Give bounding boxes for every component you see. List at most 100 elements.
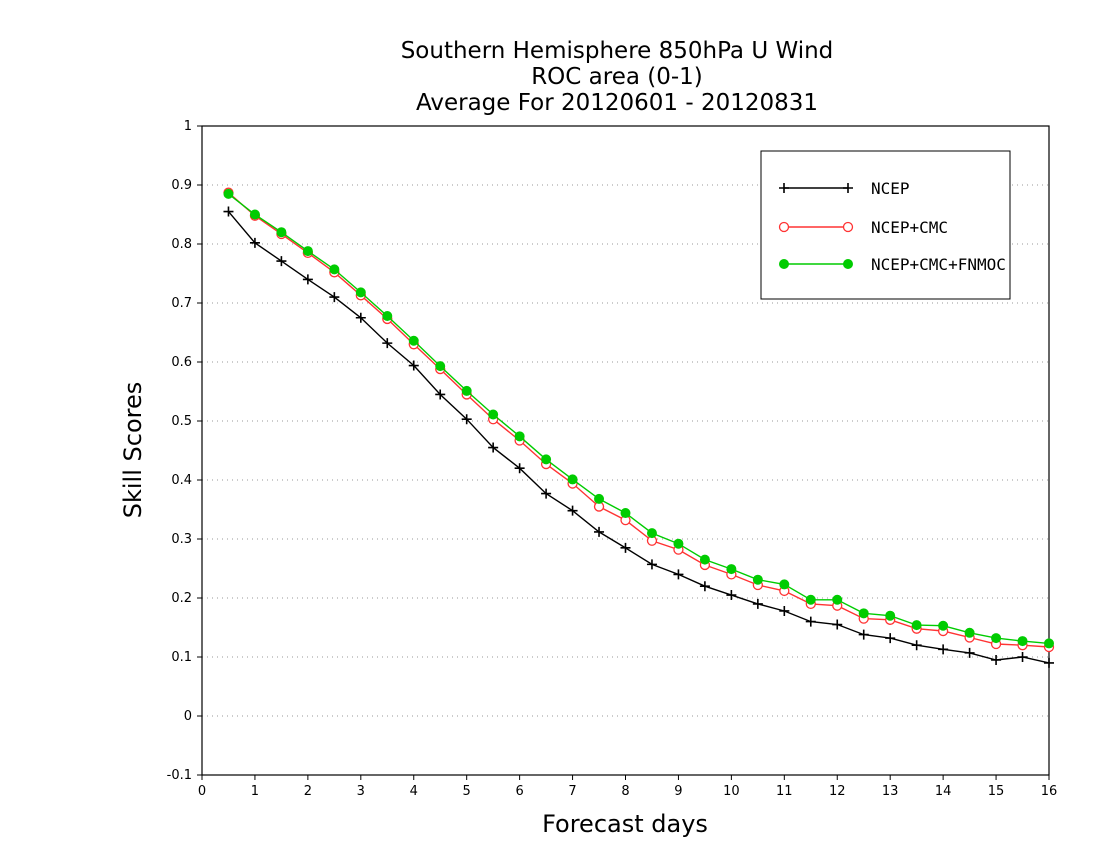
plus-marker — [567, 505, 578, 516]
plus-marker — [779, 183, 789, 193]
filled-circle-marker — [699, 554, 710, 565]
filled-circle-marker — [964, 627, 975, 638]
x-tick-label: 16 — [1041, 784, 1058, 799]
filled-circle-marker — [938, 620, 949, 631]
x-tick-label: 4 — [410, 784, 418, 799]
plus-marker — [1044, 657, 1054, 668]
plus-marker — [249, 237, 260, 248]
legend-item: NCEP — [779, 179, 910, 198]
filled-circle-marker — [355, 287, 366, 298]
plus-marker — [843, 183, 853, 193]
filled-circle-marker — [488, 409, 499, 420]
filled-circle-marker — [752, 574, 763, 585]
legend-item: NCEP+CMC — [778, 218, 948, 237]
x-tick-label: 9 — [674, 784, 682, 799]
x-tick-label: 12 — [829, 784, 846, 799]
legend-label: NCEP — [871, 179, 910, 198]
y-tick-label: 0.6 — [171, 355, 192, 370]
filled-circle-marker — [805, 594, 816, 605]
x-tick-label: 5 — [463, 784, 471, 799]
plus-marker — [276, 256, 287, 267]
plus-marker — [329, 292, 340, 303]
filled-circle-marker — [726, 564, 737, 575]
x-tick-label: 8 — [621, 784, 629, 799]
series-layer — [223, 187, 1055, 668]
plus-marker — [646, 559, 657, 570]
plus-marker — [885, 633, 896, 644]
plus-marker — [514, 463, 525, 474]
filled-circle-marker — [885, 610, 896, 621]
y-tick-label: 0.4 — [171, 473, 192, 488]
filled-circle-marker — [223, 188, 234, 199]
filled-circle-marker — [779, 259, 789, 269]
legend-label: NCEP+CMC+FNMOC — [871, 255, 1006, 274]
plus-marker — [302, 274, 313, 285]
x-tick-label: 6 — [515, 784, 523, 799]
filled-circle-marker — [911, 620, 922, 631]
y-tick-label: -0.1 — [167, 768, 192, 783]
x-tick-label: 7 — [568, 784, 576, 799]
x-tick-label: 3 — [357, 784, 365, 799]
x-axis: 0 1 2 3 4 5 6 7 8 9 10 11 12 13 14 15 16 — [198, 775, 1057, 799]
plus-marker — [488, 442, 499, 453]
x-tick-label: 1 — [251, 784, 259, 799]
y-tick-label: 0.5 — [171, 414, 192, 429]
series-line — [227, 211, 1050, 664]
plus-marker — [726, 590, 737, 601]
plus-marker — [858, 629, 869, 640]
y-axis: -0.1 0 0.1 0.2 0.3 0.4 0.5 0.6 0.7 0.8 0.9 1 — [167, 119, 202, 783]
x-tick-label: 15 — [988, 784, 1005, 799]
filled-circle-marker — [594, 493, 605, 504]
filled-circle-marker — [461, 385, 472, 396]
filled-circle-marker — [779, 579, 790, 590]
filled-circle-marker — [620, 508, 631, 519]
plus-marker — [699, 581, 710, 592]
y-axis-title: Skill Scores — [119, 382, 147, 519]
legend-label: NCEP+CMC — [871, 218, 948, 237]
y-tick-label: 0 — [184, 709, 192, 724]
plus-marker — [779, 605, 790, 616]
filled-circle-marker — [408, 335, 419, 346]
filled-circle-marker — [302, 246, 313, 257]
series-ncep-cmc-fnmoc — [223, 188, 1054, 649]
filled-circle-marker — [858, 608, 869, 619]
plus-marker — [408, 360, 419, 371]
chart-title: Southern Hemisphere 850hPa U Wind — [401, 38, 834, 64]
plus-marker — [382, 338, 393, 349]
filled-circle-marker — [1017, 636, 1028, 647]
plus-marker — [752, 598, 763, 609]
legend-item: NCEP+CMC+FNMOC — [779, 255, 1006, 274]
x-axis-title: Forecast days — [542, 810, 708, 838]
chart-subtitle: ROC area (0-1) — [531, 64, 703, 90]
filled-circle-marker — [843, 259, 853, 269]
x-tick-label: 0 — [198, 784, 206, 799]
plus-marker — [964, 647, 975, 658]
plus-marker — [461, 414, 472, 425]
x-tick-label: 14 — [935, 784, 952, 799]
y-tick-label: 0.7 — [171, 296, 192, 311]
plus-marker — [938, 644, 949, 655]
legend: NCEP NCEP+CMC NCEP+CMC+FNMOC — [760, 150, 1011, 300]
filled-circle-marker — [249, 209, 260, 220]
filled-circle-marker — [329, 264, 340, 275]
filled-circle-marker — [991, 633, 1002, 644]
filled-circle-marker — [646, 528, 657, 539]
y-tick-label: 0.3 — [171, 532, 192, 547]
filled-circle-marker — [1044, 638, 1054, 649]
filled-circle-marker — [541, 454, 552, 465]
plus-marker — [832, 619, 843, 630]
filled-circle-marker — [514, 431, 525, 442]
x-tick-label: 10 — [723, 784, 740, 799]
y-tick-label: 0.2 — [171, 591, 192, 606]
plus-marker — [355, 312, 366, 323]
plus-marker — [223, 206, 234, 217]
plus-marker — [805, 616, 816, 627]
filled-circle-marker — [276, 227, 287, 238]
plus-marker — [541, 488, 552, 499]
x-tick-label: 13 — [882, 784, 899, 799]
plus-marker — [594, 526, 605, 537]
filled-circle-marker — [435, 361, 446, 372]
y-tick-label: 0.1 — [171, 650, 192, 665]
plus-marker — [673, 569, 684, 580]
